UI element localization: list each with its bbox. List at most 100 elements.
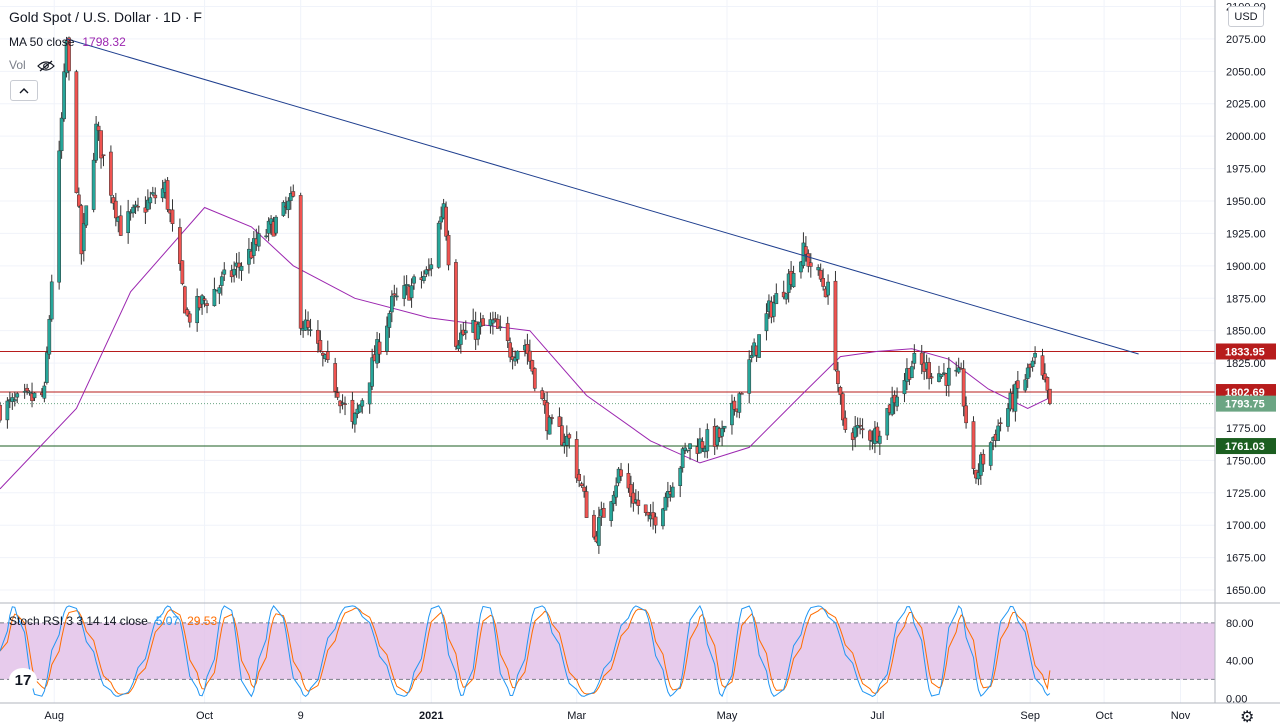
candle-body: [91, 159, 96, 210]
candle-body: [528, 350, 532, 362]
candle-body: [264, 235, 269, 238]
candle-body: [885, 408, 890, 436]
candle-body: [126, 211, 131, 233]
candle-body: [12, 399, 17, 402]
candle-body: [808, 262, 813, 267]
candle-body: [964, 405, 968, 424]
candle-body: [597, 517, 601, 546]
price-tick-label: 1975.00: [1226, 164, 1266, 176]
candle-body: [939, 374, 944, 377]
time-tick-label: Oct: [196, 710, 213, 722]
candle-body: [404, 284, 409, 286]
candle-body: [912, 352, 917, 364]
candle-body: [424, 269, 429, 275]
price-tick-label: 1825.00: [1226, 358, 1266, 370]
time-tick-label: Jul: [870, 710, 884, 722]
candle-body: [1013, 383, 1018, 412]
stoch-tick-label: 40.00: [1226, 656, 1254, 668]
candle-body: [910, 366, 914, 379]
candle-body: [409, 285, 414, 299]
level-tag: [1216, 395, 1276, 412]
time-tick-label: Aug: [44, 710, 64, 722]
candle-body: [557, 416, 562, 427]
symbol-title: Gold Spot / U.S. Dollar · 1D · F: [9, 9, 202, 25]
eye-hidden-icon[interactable]: [37, 60, 55, 72]
candle-body: [237, 262, 241, 268]
candle-body: [747, 359, 752, 394]
candle-body: [636, 499, 641, 506]
candle-body: [688, 443, 692, 449]
candle-body: [860, 428, 865, 431]
candle-body: [436, 222, 441, 268]
candle-body: [653, 516, 658, 526]
candle-body: [286, 200, 291, 211]
currency-selector[interactable]: USD: [1228, 6, 1264, 27]
candle-body: [463, 330, 468, 334]
vol-legend[interactable]: Vol: [9, 58, 55, 72]
candle-body: [772, 302, 776, 317]
price-tick-label: 1950.00: [1226, 196, 1266, 208]
candle-body: [739, 393, 744, 395]
trendline[interactable]: [66, 38, 1139, 355]
candle-body: [774, 293, 779, 305]
time-tick-label: Nov: [1171, 710, 1191, 722]
stoch-legend[interactable]: Stoch RSI 3 3 14 14 close 5.07 29.53: [9, 614, 217, 628]
candle-body: [730, 402, 734, 426]
candle-body: [663, 496, 668, 511]
time-tick-label: Oct: [1096, 710, 1113, 722]
candle-body: [251, 238, 256, 256]
candle-body: [833, 280, 838, 371]
level-label: 1833.95: [1225, 346, 1265, 358]
candle-body: [316, 329, 320, 344]
ma-legend[interactable]: MA 50 close 1798.32: [9, 35, 126, 49]
candle-body: [705, 429, 710, 452]
candle-body: [394, 295, 399, 298]
candle-body: [1030, 360, 1035, 367]
candle-body: [459, 332, 463, 345]
candle-body: [579, 483, 584, 487]
candle-body: [545, 402, 549, 432]
candle-body: [927, 362, 931, 379]
candle-body: [96, 125, 101, 131]
candle-body: [784, 293, 789, 300]
collapse-legend-button[interactable]: [10, 80, 38, 101]
candle-body: [239, 265, 244, 271]
candle-body: [377, 341, 382, 355]
candle-body: [858, 425, 862, 427]
candle-body: [722, 425, 727, 429]
candle-body: [646, 512, 651, 516]
candle-body: [143, 207, 148, 213]
candle-body: [942, 372, 946, 375]
candle-body: [150, 192, 155, 195]
candle-body: [929, 376, 934, 379]
candle-body: [217, 287, 222, 294]
candle-body: [946, 367, 951, 386]
candle-body: [508, 342, 513, 358]
candle-body: [402, 285, 407, 299]
candle-body: [353, 412, 357, 425]
candle-body: [195, 296, 200, 324]
gear-icon[interactable]: ⚙: [1240, 709, 1255, 726]
candle-body: [118, 215, 123, 236]
candle-body: [890, 397, 895, 415]
candle-body: [367, 382, 372, 405]
tradingview-logo-icon[interactable]: 17: [9, 668, 37, 692]
candle-body: [988, 442, 993, 466]
candle-body: [212, 288, 217, 307]
candle-body: [357, 404, 362, 413]
candle-body: [222, 269, 227, 275]
candle-body: [49, 281, 54, 320]
candle-body: [84, 205, 89, 226]
stoch-tick-label: 0.00: [1226, 693, 1247, 705]
candle-body: [57, 150, 61, 283]
candle-body: [109, 151, 113, 196]
candle-body: [1040, 355, 1045, 376]
candle-body: [392, 293, 397, 296]
price-tick-label: 1750.00: [1226, 455, 1266, 467]
candle-body: [133, 204, 138, 208]
candle-body: [919, 352, 924, 365]
candle-body: [32, 392, 37, 399]
candle-body: [981, 453, 986, 465]
